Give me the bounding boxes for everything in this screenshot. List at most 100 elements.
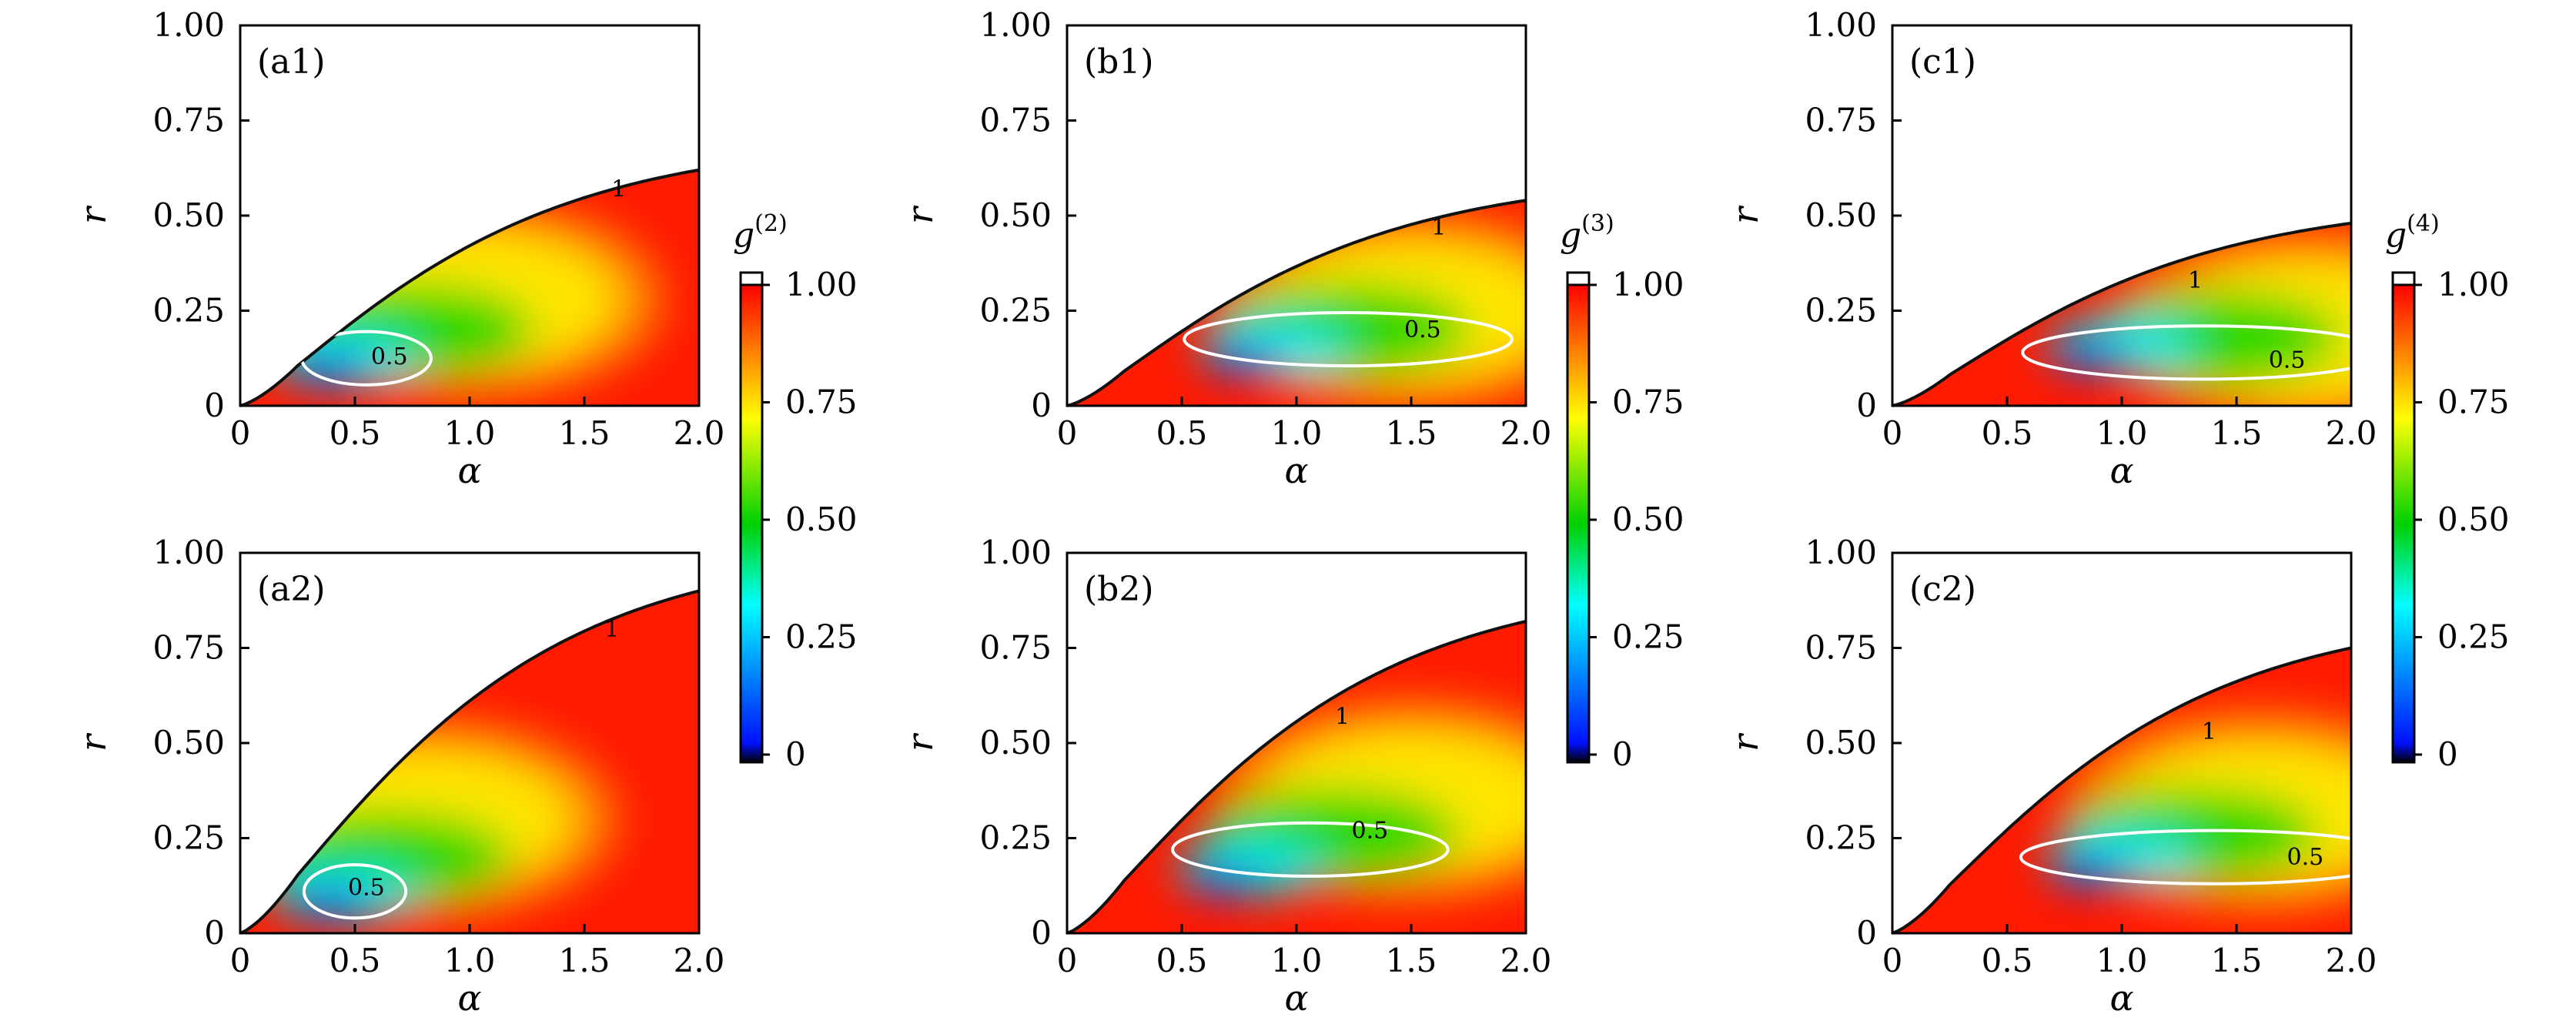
y-tick-label: 0.25 [152,292,225,330]
contour-line-1 [239,589,700,935]
y-tick-label: 0.75 [979,102,1052,139]
contour-label: 0.5 [348,875,385,902]
colorbar-tick-label: 0.25 [2437,618,2510,656]
colorbar-tick-label: 0.50 [1612,500,1684,538]
contour-label: 0.5 [2287,844,2324,871]
colorbar-tick-label: 0 [785,735,806,773]
contour-line-0.5 [1183,310,1514,368]
y-tick-label: 0.50 [979,196,1052,234]
panel-label: (b1) [1084,42,1154,82]
x-tick-label: 2.0 [2326,414,2377,452]
x-tick-label: 1.5 [1386,942,1437,979]
colorbar-gradient [739,283,764,764]
colorbar-overflow [2391,271,2416,286]
y-tick-label: 0.50 [1805,196,1877,234]
x-tick-label: 0.5 [330,414,381,452]
y-tick-label: 0.75 [152,629,225,667]
x-tick-label: 1.0 [1271,414,1323,452]
y-axis-label: r [899,205,941,224]
y-tick-label: 0.50 [1805,724,1877,762]
colorbar-tick-label: 0.50 [2437,500,2510,538]
contour-line-1 [1066,619,1527,935]
x-tick-label: 1.0 [444,942,496,979]
x-axis-label: α [1284,450,1308,491]
colorbar-title: g(3) [1560,210,1614,255]
contour-line-0.5 [1171,821,1450,878]
x-tick-label: 1.0 [1271,942,1323,979]
x-tick-label: 1.5 [559,942,611,979]
y-tick-label: 0.50 [152,724,225,762]
colorbar-3: 0 0.25 0.50 0.75 1.00 g(4) [2385,210,2510,773]
panels-layer: 10.50 0.5 1.0 1.5 2.000.250.500.751.00αr(a1)… [72,6,2377,1019]
colorbar-title: g(4) [2385,210,2440,255]
x-axis-label: α [457,977,481,1019]
x-tick-label: 1.5 [2211,414,2263,452]
x-tick-label: 0.5 [1156,942,1208,979]
y-tick-label: 0 [1031,387,1052,424]
x-tick-label: 2.0 [1500,414,1552,452]
colorbar-1: 0 0.25 0.50 0.75 1.00 g(2) [733,210,858,773]
colorbar-tick-label: 0.75 [1612,383,1684,421]
y-tick-label: 0.25 [152,819,225,857]
x-tick-label: 0.5 [330,942,381,979]
contour-line-1 [1892,646,2352,935]
x-axis-label: α [1284,977,1308,1019]
colorbars-layer: 00.250.500.751.00g(2)00.250.500.751.00g(… [733,210,2510,773]
y-axis-label: r [1725,732,1766,751]
colorbar-tick-label: 0.75 [785,383,858,421]
y-tick-label: 0.50 [152,196,225,234]
y-tick-label: 1.00 [979,6,1052,44]
x-tick-label: 0 [230,414,251,452]
y-axis-label: r [72,732,114,751]
y-tick-label: 0.25 [979,292,1052,330]
colorbar-title: g(2) [733,210,788,255]
heatmap-field [240,169,699,406]
x-axis-label: α [457,450,481,491]
y-tick-label: 1.00 [1805,6,1877,44]
x-tick-label: 0 [230,942,251,979]
colorbar-tick-label: 0.25 [1612,618,1684,656]
panel-label: (b2) [1084,570,1154,609]
colorbar-tick-label: 1.00 [2437,266,2510,303]
contour-label: 1 [1335,703,1350,730]
x-tick-label: 0 [1057,414,1078,452]
y-tick-label: 1.00 [152,534,225,571]
contour-label: 1 [604,616,619,643]
contour-label: 1 [1431,214,1446,241]
heatmap-field [1067,621,1526,933]
colorbar-tick-label: 1.00 [785,266,858,303]
contour-line-1 [239,168,700,407]
contour-label: 0.5 [2269,347,2306,374]
colorbar-tick-label: 0.50 [785,500,858,538]
y-tick-label: 0 [204,914,225,952]
contour-line-1 [1892,221,2352,407]
x-tick-label: 1.0 [444,414,496,452]
x-tick-label: 1.5 [559,414,611,452]
x-tick-label: 0.5 [1982,414,2033,452]
x-tick-label: 0.5 [1982,942,2033,979]
contour-label: 1 [611,176,626,203]
colorbar-tick-label: 0 [2437,735,2458,773]
contour-line-0.5 [2021,324,2351,381]
contour-line-0.5 [302,863,408,920]
contour-line-1 [1066,199,1527,407]
y-tick-label: 0.25 [979,819,1052,857]
contour-label: 1 [2202,718,2216,745]
y-tick-label: 1.00 [1805,534,1877,571]
y-tick-label: 0.75 [152,102,225,139]
heatmap-field [240,591,699,933]
y-axis-label: r [899,732,941,751]
y-tick-label: 0 [1856,914,1877,952]
panel-label: (c1) [1909,42,1976,82]
y-axis-label: r [1725,205,1766,224]
y-tick-label: 0 [1856,387,1877,424]
colorbar-tick-label: 1.00 [1612,266,1684,303]
y-tick-label: 1.00 [152,6,225,44]
contour-line-0.5 [2019,828,2351,885]
x-tick-label: 1.5 [2211,942,2263,979]
x-tick-label: 0 [1057,942,1078,979]
